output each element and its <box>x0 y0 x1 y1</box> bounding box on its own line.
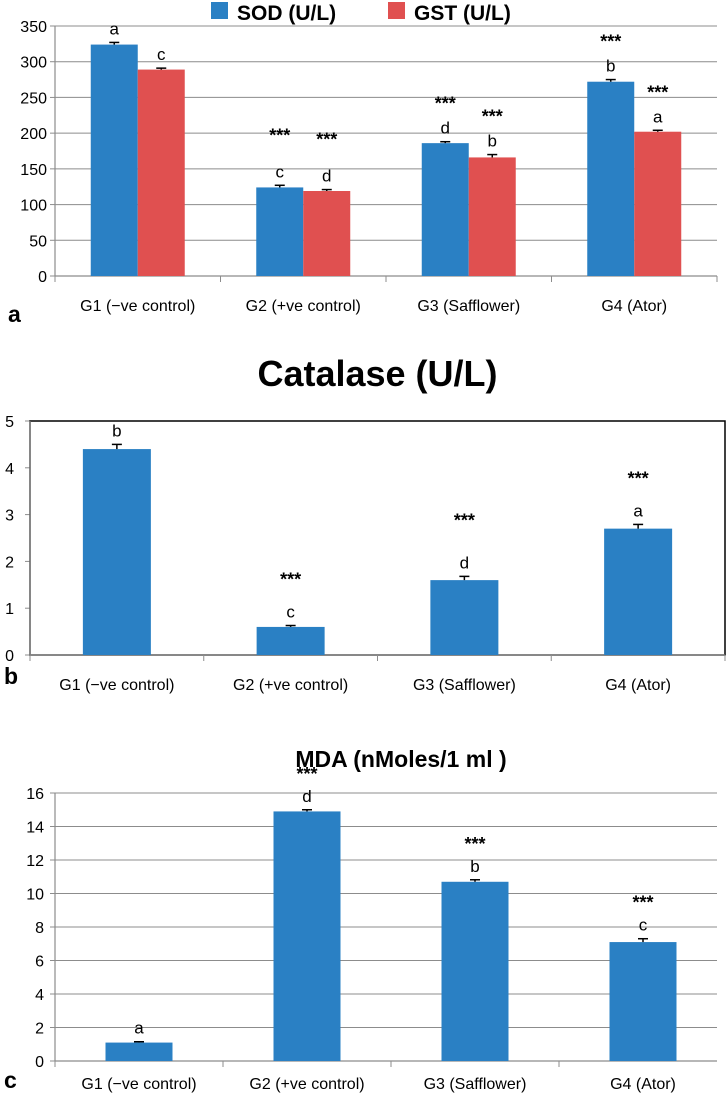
panel-label: b <box>4 663 18 689</box>
significance-letter: c <box>286 603 295 622</box>
bar <box>256 187 304 276</box>
y-tick-label: 0 <box>35 1054 44 1071</box>
x-tick-label: G1 (−ve control) <box>59 677 174 694</box>
significance-stars: *** <box>280 570 301 590</box>
bar <box>587 81 635 276</box>
x-tick-label: G2 (+ve control) <box>249 1076 364 1093</box>
y-tick-label: 100 <box>20 198 47 215</box>
bar <box>421 143 469 276</box>
y-tick-label: 150 <box>20 162 47 179</box>
significance-stars: *** <box>316 130 337 150</box>
significance-stars: *** <box>454 510 475 530</box>
y-tick-label: 0 <box>5 648 14 665</box>
y-tick-label: 250 <box>20 90 47 107</box>
significance-stars: *** <box>296 764 317 784</box>
panel-label: a <box>8 301 21 327</box>
chart-title: Catalase (U/L) <box>257 353 497 394</box>
legend-label: GST (U/L) <box>414 2 511 25</box>
significance-letter: a <box>633 501 643 520</box>
y-tick-label: 50 <box>29 233 47 250</box>
significance-stars: *** <box>435 94 456 114</box>
y-tick-label: 350 <box>20 19 47 36</box>
y-tick-label: 4 <box>35 987 44 1004</box>
significance-stars: *** <box>628 468 649 488</box>
significance-stars: *** <box>600 32 621 52</box>
x-tick-label: G1 (−ve control) <box>80 298 195 315</box>
significance-letter: d <box>460 553 469 572</box>
significance-stars: *** <box>269 125 290 145</box>
significance-letter: b <box>112 421 121 440</box>
bar <box>604 528 673 655</box>
y-tick-label: 4 <box>5 461 14 478</box>
bar <box>441 881 509 1061</box>
significance-letter: c <box>276 162 285 181</box>
chart-title: MDA (nMoles/1 ml ) <box>295 746 506 772</box>
y-tick-label: 12 <box>26 853 44 870</box>
y-tick-label: 3 <box>5 508 14 525</box>
bar <box>82 449 151 655</box>
x-tick-label: G1 (−ve control) <box>81 1076 196 1093</box>
x-tick-label: G2 (+ve control) <box>246 298 361 315</box>
y-tick-label: 300 <box>20 55 47 72</box>
bar <box>468 157 516 276</box>
significance-stars: *** <box>647 82 668 102</box>
x-tick-label: G4 (Ator) <box>601 298 667 315</box>
bar <box>634 131 682 276</box>
bar <box>105 1042 173 1061</box>
y-tick-label: 10 <box>26 887 44 904</box>
y-tick-label: 6 <box>35 954 44 971</box>
y-tick-label: 14 <box>26 820 44 837</box>
y-tick-label: 2 <box>5 554 14 571</box>
y-tick-label: 2 <box>35 1021 44 1038</box>
x-tick-label: G2 (+ve control) <box>233 677 348 694</box>
significance-letter: b <box>470 857 479 876</box>
y-tick-label: 200 <box>20 126 47 143</box>
significance-letter: a <box>653 107 663 126</box>
bar <box>137 69 185 276</box>
significance-letter: d <box>441 119 450 138</box>
significance-letter: d <box>302 787 311 806</box>
y-tick-label: 16 <box>26 786 44 803</box>
significance-letter: a <box>134 1019 144 1038</box>
y-tick-label: 0 <box>38 269 47 286</box>
x-tick-label: G3 (Safflower) <box>417 298 520 315</box>
significance-letter: d <box>322 167 331 186</box>
significance-letter: b <box>606 57 615 76</box>
significance-letter: a <box>110 19 120 38</box>
x-tick-label: G3 (Safflower) <box>413 677 516 694</box>
bar <box>303 191 351 276</box>
y-tick-label: 8 <box>35 920 44 937</box>
bar <box>430 580 499 655</box>
significance-letter: b <box>488 132 497 151</box>
significance-stars: *** <box>482 107 503 127</box>
x-tick-label: G3 (Safflower) <box>424 1076 527 1093</box>
y-tick-label: 5 <box>5 414 14 431</box>
panel-label: c <box>4 1067 17 1093</box>
bar <box>273 811 341 1061</box>
x-tick-label: G4 (Ator) <box>605 677 671 694</box>
significance-stars: *** <box>632 893 653 913</box>
legend-swatch <box>211 2 228 19</box>
significance-letter: c <box>639 916 648 935</box>
significance-letter: c <box>157 45 166 64</box>
x-tick-label: G4 (Ator) <box>610 1076 676 1093</box>
bar <box>256 626 325 655</box>
y-tick-label: 1 <box>5 601 14 618</box>
legend-swatch <box>388 2 405 19</box>
significance-stars: *** <box>464 834 485 854</box>
bar <box>90 44 138 277</box>
bar <box>609 942 677 1061</box>
legend-label: SOD (U/L) <box>237 2 336 25</box>
